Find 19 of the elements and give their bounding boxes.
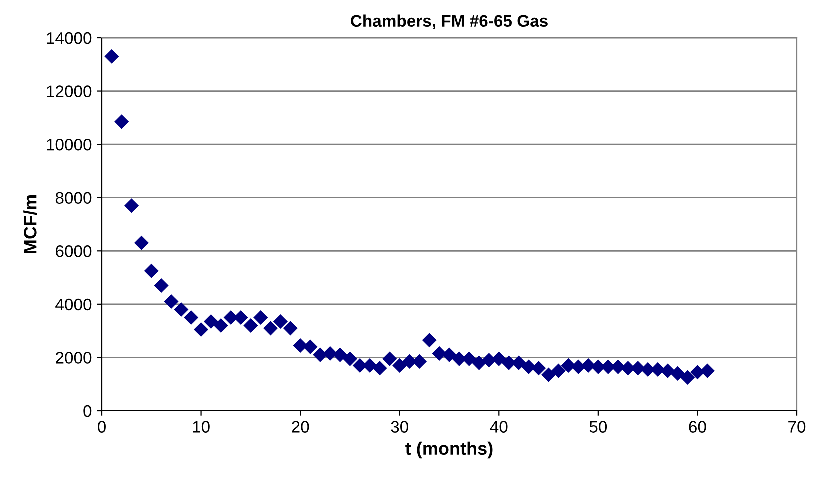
x-tick-label: 20 (292, 421, 310, 433)
x-tick-label: 0 (98, 421, 106, 433)
x-tick-label: 60 (689, 421, 706, 433)
y-tick-label: 6000 (56, 246, 92, 258)
y-tick-label: 8000 (56, 192, 92, 204)
y-tick-label: 12000 (47, 86, 92, 98)
x-tick-label: 70 (788, 421, 806, 433)
x-axis-title: t (months) (406, 442, 493, 459)
x-tick-label: 40 (490, 421, 508, 433)
y-tick-label: 14000 (47, 32, 92, 44)
y-tick-label: 2000 (56, 352, 92, 364)
y-tick-label: 10000 (47, 138, 92, 151)
y-axis-title: MCF/m (24, 196, 37, 254)
chart-title: Chambers, FM #6-65 Gas (351, 14, 548, 30)
x-tick-label: 10 (193, 421, 210, 433)
y-tick-label: 4000 (56, 298, 92, 311)
x-tick-label: 50 (590, 421, 608, 433)
y-tick-label: 0 (84, 405, 92, 418)
x-tick-label: 30 (391, 421, 408, 433)
